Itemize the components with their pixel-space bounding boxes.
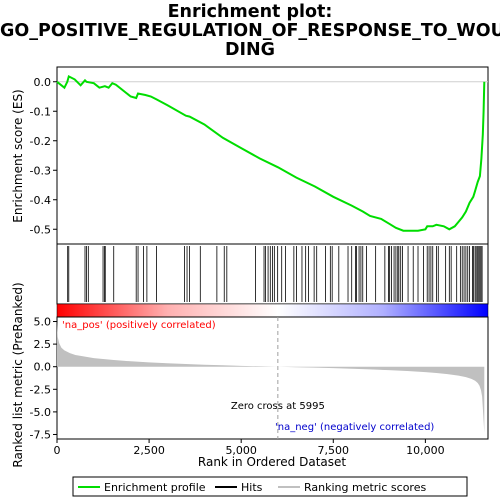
metric-y-tick-label: -5.0	[30, 406, 51, 419]
metric-x-tick-label: 5,000	[225, 444, 257, 457]
chart-title-line-1: Enrichment plot:	[167, 2, 333, 22]
hits-panel	[56, 243, 489, 318]
metric-x-axis-label: Rank in Ordered Dataset	[198, 455, 346, 469]
metric-y-tick-label: 2.5	[34, 338, 52, 351]
es-y-tick-label: -0.4	[30, 194, 51, 207]
zero-cross-label: Zero cross at 5995	[231, 401, 325, 412]
legend: Enrichment profile Hits Ranking metric s…	[72, 476, 468, 497]
metric-x-tick-label: 10,000	[406, 444, 445, 457]
metric-panel: Zero cross at 5995 'na_pos' (positively …	[11, 282, 489, 469]
chart-title-line-2: GO_POSITIVE_REGULATION_OF_RESPONSE_TO_WO…	[0, 21, 500, 41]
metric-y-tick-label: -7.5	[30, 428, 51, 441]
hit-marks	[67, 246, 483, 302]
es-panel: 0.0 -0.1 -0.2 -0.3 -0.4 -0.5 Enrichment score…	[11, 66, 489, 245]
metric-panel-frame	[56, 316, 489, 440]
metric-x-tick-label: 2,500	[133, 444, 165, 457]
metric-y-tick-label: -2.5	[30, 383, 51, 396]
legend-frame	[72, 476, 468, 497]
es-y-tick-label: -0.1	[30, 105, 51, 118]
negative-correlation-label: 'na_neg' (negatively correlated)	[275, 422, 434, 433]
positive-correlation-label: 'na_pos' (positively correlated)	[62, 320, 216, 331]
metric-y-tick-label: 0.0	[34, 361, 52, 374]
enrichment-profile-line	[56, 74, 486, 232]
metric-x-tick-label: 0	[54, 444, 61, 457]
es-y-tick-label: -0.5	[30, 223, 51, 236]
legend-label-hits: Hits	[241, 481, 263, 494]
ranking-metric-area	[57, 321, 485, 433]
legend-label-ranking-metric: Ranking metric scores	[304, 481, 426, 494]
metric-y-axis: 5.0 2.5 0.0 -2.5 -5.0 -7.5	[30, 316, 57, 441]
metric-y-axis-label: Ranked list metric (PreRanked)	[11, 282, 25, 467]
chart-title-line-3: DING	[224, 40, 276, 60]
metric-x-tick-label: 7,500	[318, 444, 350, 457]
es-y-tick-label: -0.3	[30, 164, 51, 177]
legend-label-enrichment-profile: Enrichment profile	[104, 481, 206, 494]
metric-x-axis: 0 2,500 5,000 7,500 10,000	[54, 439, 445, 457]
metric-y-tick-label: 5.0	[34, 316, 52, 329]
es-panel-frame	[56, 66, 489, 245]
rank-heat-bar	[56, 303, 489, 318]
es-y-tick-label: 0.0	[34, 76, 52, 89]
es-y-axis-label: Enrichment score (ES)	[11, 89, 25, 222]
es-y-axis: 0.0 -0.1 -0.2 -0.3 -0.4 -0.5	[30, 76, 57, 236]
es-y-tick-label: -0.2	[30, 135, 51, 148]
